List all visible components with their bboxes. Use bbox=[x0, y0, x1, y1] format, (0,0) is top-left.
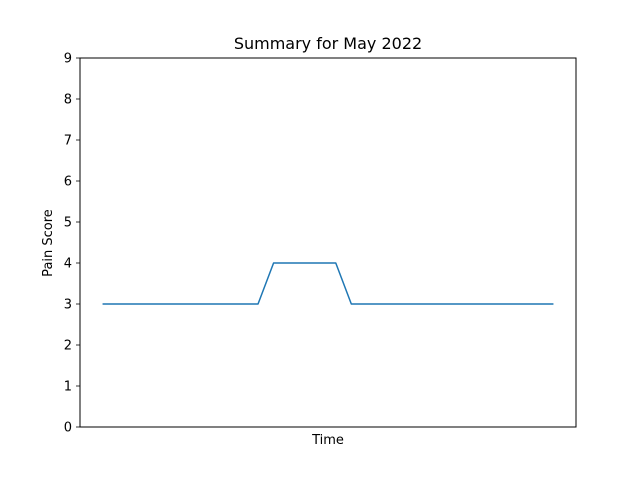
y-tick-label: 5 bbox=[64, 216, 72, 231]
axes-frame bbox=[79, 57, 577, 428]
series-line bbox=[102, 262, 554, 305]
y-tick-label: 0 bbox=[64, 421, 72, 436]
y-tick-label: 4 bbox=[64, 257, 72, 272]
y-tick-label: 2 bbox=[64, 339, 72, 354]
y-tick-label: 7 bbox=[64, 134, 72, 149]
chart-title: Summary for May 2022 bbox=[234, 34, 422, 53]
y-axis-ticks: 0 1 2 3 4 5 6 7 8 9 bbox=[64, 52, 80, 436]
y-axis-label: Pain Score bbox=[41, 209, 56, 277]
y-tick-label: 3 bbox=[64, 298, 72, 313]
plot-area bbox=[79, 57, 577, 428]
y-tick-label: 6 bbox=[64, 175, 72, 190]
y-tick-label: 8 bbox=[64, 93, 72, 108]
y-tick-label: 9 bbox=[64, 52, 72, 67]
x-axis-label: Time bbox=[311, 433, 344, 448]
y-tick-label: 1 bbox=[64, 380, 72, 395]
